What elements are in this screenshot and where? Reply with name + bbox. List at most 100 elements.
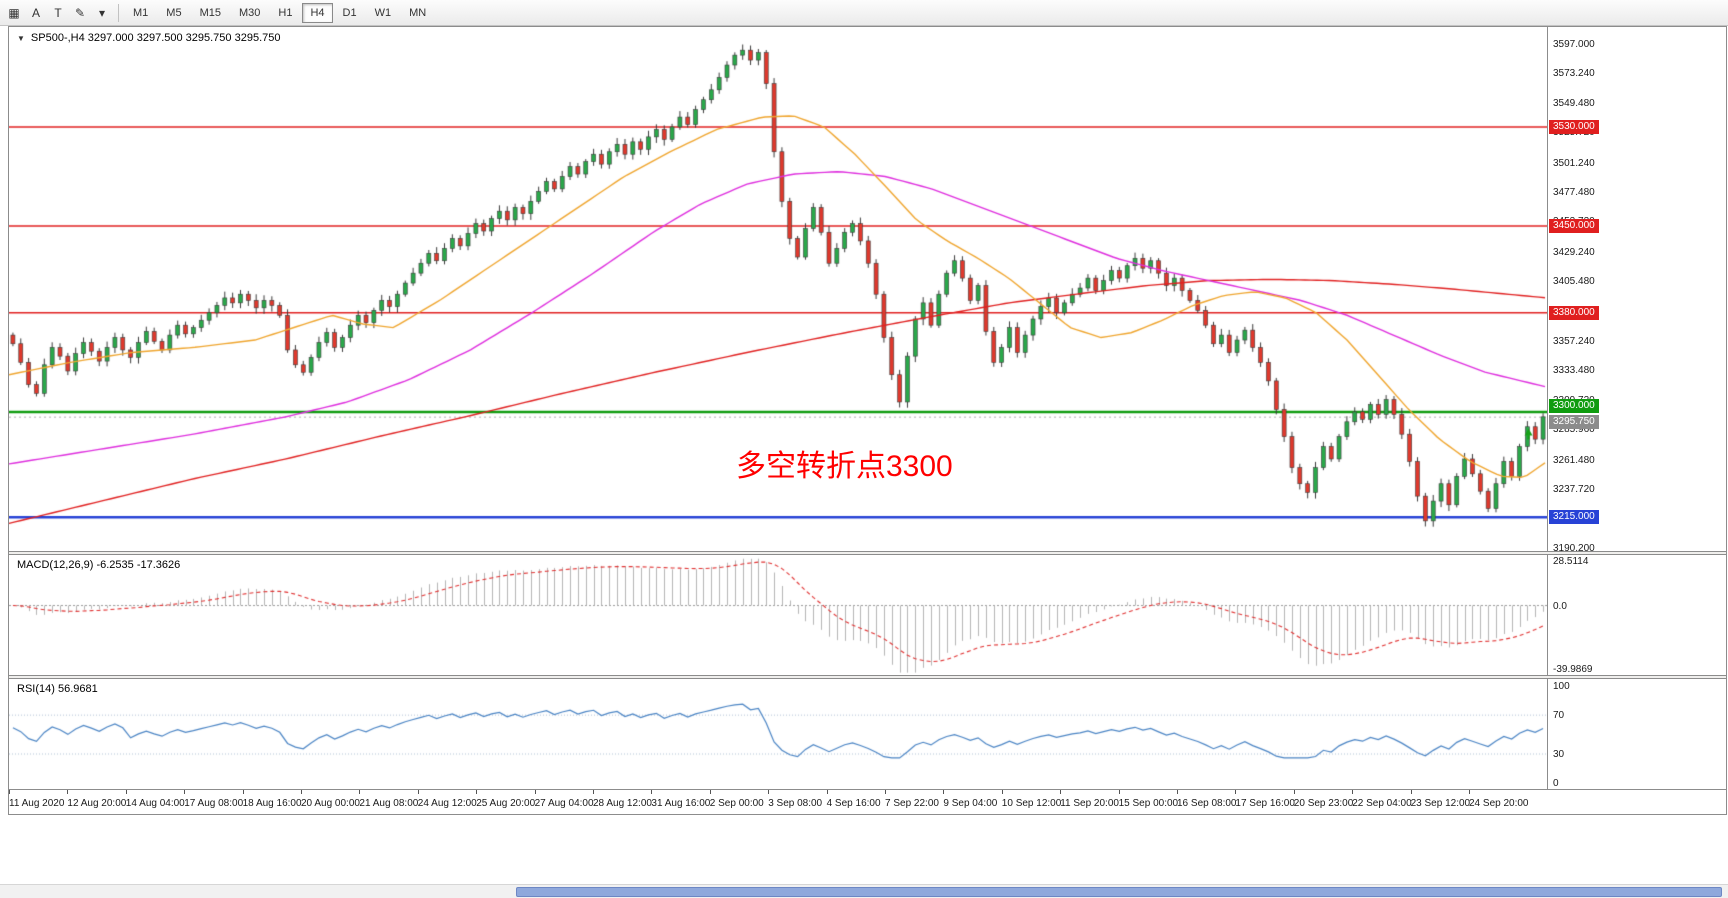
- macd-panel: MACD(12,26,9) -6.2535 -17.3626 28.5114 0.…: [9, 555, 1726, 675]
- time-tick: [534, 790, 536, 794]
- time-tick-label: 31 Aug 16:00: [651, 798, 711, 809]
- timeframe-d1[interactable]: D1: [342, 6, 357, 19]
- time-tick: [1177, 790, 1178, 794]
- scrollbar-thumb[interactable]: [516, 887, 1722, 897]
- time-tick-label: 28 Aug 12:00: [593, 798, 652, 809]
- timeframe-m1[interactable]: M1: [133, 6, 149, 19]
- time-tick-label: 11 Aug 2020: [9, 798, 65, 809]
- time-tick-label: 9 Sep 04:00: [943, 798, 998, 809]
- time-tick-label: 18 Aug 16:00: [242, 798, 302, 809]
- macd-tick-label: 0.0: [1553, 600, 1567, 612]
- time-tick-label: 24 Aug 12:00: [417, 798, 477, 809]
- price-tick-label: 3477.480: [1553, 187, 1595, 199]
- time-tick: [943, 790, 945, 794]
- price-tick-label: 3429.240: [1553, 246, 1595, 258]
- time-tick: [826, 790, 828, 794]
- time-tick: [1001, 790, 1003, 794]
- time-tick: [359, 790, 361, 794]
- level-price-box: 3450.000: [1549, 219, 1599, 234]
- rsi-panel: RSI(14) 56.9681 100 70 30 0: [9, 679, 1726, 789]
- macd-tick-label: -39.9869: [1553, 663, 1593, 675]
- rsi-tick-label: 70: [1553, 710, 1565, 722]
- timeframe-m15[interactable]: M15: [199, 6, 221, 19]
- time-tick-label: 20 Aug 00:00: [301, 798, 360, 809]
- time-tick-label: 17 Aug 08:00: [184, 798, 244, 809]
- level-price-box: 3215.000: [1549, 510, 1599, 525]
- chart-window: ▼ SP500-,H4 3297.000 3297.500 3295.750 3…: [8, 26, 1727, 815]
- time-tick: [67, 790, 69, 794]
- time-tick: [184, 790, 186, 794]
- time-tick: [1352, 790, 1354, 794]
- horizontal-scrollbar[interactable]: [0, 884, 1728, 898]
- rsi-canvas: [9, 679, 1548, 789]
- price-tick-label: 3261.480: [1553, 454, 1595, 466]
- macd-canvas: [9, 555, 1548, 675]
- top-toolbar: ▦ A T ✎ ▾ M1 M5 M15 M30 H1 H4 D1 W1 MN: [0, 0, 1728, 26]
- time-tick-label: 14 Aug 04:00: [125, 798, 185, 809]
- timeframe-h1[interactable]: H1: [278, 6, 293, 19]
- toolbar-separator: [118, 3, 119, 22]
- time-tick: [476, 790, 478, 794]
- time-tick-label: 7 Sep 22:00: [885, 798, 939, 809]
- text-icon[interactable]: T: [54, 5, 62, 20]
- price-tick-label: 3405.480: [1553, 276, 1595, 288]
- price-tick-label: 3190.200: [1553, 542, 1595, 554]
- symbol-dropdown-icon[interactable]: ▼: [17, 33, 25, 43]
- time-tick-label: 24 Sep 20:00: [1469, 798, 1529, 809]
- level-price-box: 3300.000: [1549, 398, 1599, 413]
- time-tick: [1235, 790, 1237, 794]
- symbol-title: ▼ SP500-,H4 3297.000 3297.500 3295.750 3…: [17, 32, 280, 44]
- time-tick: [301, 790, 302, 794]
- time-tick: [709, 790, 711, 794]
- time-tick-label: 27 Aug 04:00: [534, 798, 594, 809]
- price-tick-label: 3333.480: [1553, 365, 1595, 377]
- rsi-tick-label: 30: [1553, 749, 1565, 760]
- time-tick-label: 16 Sep 08:00: [1177, 798, 1237, 809]
- time-tick: [1469, 790, 1470, 794]
- price-tick-label: 3285.960: [1553, 424, 1595, 436]
- chart-grid-icon[interactable]: ▦: [8, 5, 20, 20]
- current-price-box: 3295.750: [1549, 415, 1599, 430]
- price-axis: 3597.0003573.2403549.4803525.7203501.240…: [1548, 27, 1726, 554]
- timeframe-w1[interactable]: W1: [374, 6, 392, 19]
- draw-dropdown-icon[interactable]: ▾: [98, 5, 106, 20]
- price-tick-label: 3357.240: [1553, 335, 1595, 347]
- draw-icon[interactable]: ✎: [74, 5, 86, 20]
- time-tick-label: 20 Sep 23:00: [1293, 798, 1354, 809]
- time-tick: [1410, 790, 1412, 794]
- symbol-ohlc-text: SP500-,H4 3297.000 3297.500 3295.750 329…: [30, 32, 281, 44]
- time-tick-label: 10 Sep 12:00: [1001, 798, 1062, 809]
- timeframe-h4[interactable]: H4: [302, 2, 333, 23]
- price-tick-label: 3597.000: [1553, 38, 1595, 50]
- timeframe-mn[interactable]: MN: [409, 6, 427, 19]
- timeframe-m5[interactable]: M5: [166, 6, 182, 19]
- price-tick-label: 3501.240: [1553, 157, 1595, 169]
- time-tick: [242, 790, 244, 794]
- rsi-label: RSI(14) 56.9681: [17, 683, 98, 695]
- time-tick: [1060, 790, 1062, 794]
- cursor-icon[interactable]: A: [31, 5, 40, 20]
- time-tick: [1293, 790, 1295, 794]
- time-tick-label: 3 Sep 08:00: [768, 798, 823, 809]
- rsi-axis: 100 70 30 0: [1548, 679, 1726, 789]
- chart-annotation-text: 多空转折点3300: [736, 450, 953, 483]
- rsi-tick-label: 0: [1553, 778, 1559, 790]
- macd-tick-label: 28.5114: [1553, 555, 1589, 567]
- time-tick-label: 25 Aug 20:00: [476, 798, 536, 809]
- timeframe-m30[interactable]: M30: [238, 6, 261, 19]
- time-tick-label: 21 Aug 08:00: [359, 798, 419, 809]
- time-tick-label: 4 Sep 16:00: [826, 798, 881, 809]
- time-tick-label: 15 Sep 00:00: [1118, 798, 1179, 809]
- price-chart-canvas[interactable]: [9, 27, 1548, 551]
- time-tick-label: 17 Sep 16:00: [1235, 798, 1295, 809]
- time-tick: [9, 790, 10, 794]
- time-tick: [651, 790, 653, 794]
- time-axis: 11 Aug 2020 12 Aug 20:00 14 Aug 04:00 17 Au…: [9, 789, 1726, 814]
- price-tick-label: 3549.480: [1553, 97, 1595, 109]
- time-tick: [1118, 790, 1120, 794]
- panel-divider[interactable]: [9, 675, 1726, 679]
- time-tick-label: 22 Sep 04:00: [1352, 798, 1412, 809]
- level-price-box: 3530.000: [1549, 119, 1599, 134]
- panel-divider[interactable]: [9, 551, 1726, 555]
- rsi-tick-label: 100: [1553, 681, 1570, 692]
